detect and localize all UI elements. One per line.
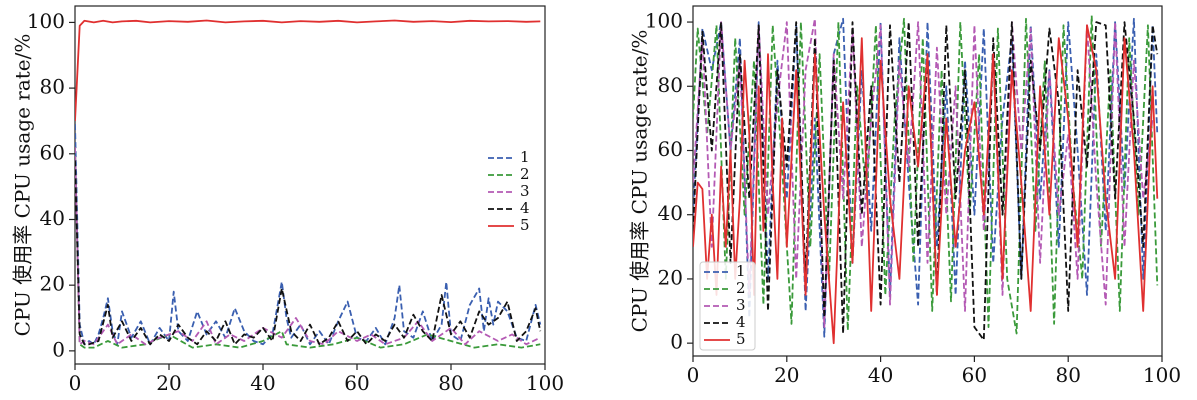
series-line-5 [75,19,541,122]
legend-label-4: 4 [520,199,530,217]
y-tick-label: 0 [670,330,683,354]
x-tick-label: 60 [344,371,369,395]
y-tick-label: 40 [658,201,683,225]
y-tick-label: 60 [658,137,683,161]
x-tick-label: 40 [250,371,275,395]
series-line-5 [693,24,1159,345]
y-tick-label: 100 [27,9,65,33]
y-tick-label: 40 [40,206,65,230]
y-tick-label: 20 [658,265,683,289]
x-tick-label: 80 [438,371,463,395]
y-tick-label: 60 [40,140,65,164]
legend-label-4: 4 [736,313,746,331]
x-tick-label: 20 [774,363,799,387]
legend-label-2: 2 [520,165,530,183]
legend-label-2: 2 [736,279,746,297]
right-y-axis-label: CPU 使用率 CPU usage rate/% [628,30,652,333]
legend-label-5: 5 [736,330,746,348]
x-tick-label: 100 [1143,363,1181,387]
legend-label-5: 5 [520,216,530,234]
series-line-2 [75,147,541,349]
x-tick-label: 40 [868,363,893,387]
legend-label-1: 1 [520,148,530,166]
x-tick-label: 20 [156,371,181,395]
series-line-3 [75,147,541,346]
x-tick-label: 0 [69,371,82,395]
right-chart: CPU 使用率 CPU usage rate/% 0 20 40 60 80 100 0 20… [628,5,1181,387]
y-tick-label: 80 [658,73,683,97]
x-tick-label: 80 [1055,363,1080,387]
y-tick-label: 80 [40,75,65,99]
x-tick-label: 0 [687,363,700,387]
series-line-1 [75,124,542,346]
series-line-4 [75,160,542,346]
legend-label-3: 3 [736,296,746,314]
left-chart: CPU 使用率 CPU usage rate/% 0 20 40 60 80 100 0 20… [11,5,564,395]
y-tick-label: 100 [645,9,683,33]
left-y-axis-label: CPU 使用率 CPU usage rate/% [11,34,35,337]
left-plot-frame [74,5,546,365]
legend-label-1: 1 [736,262,746,280]
y-tick-label: 0 [52,337,65,361]
y-tick-label: 20 [40,272,65,296]
x-tick-label: 60 [962,363,987,387]
series-line-3 [693,17,1154,329]
x-tick-label: 100 [526,371,564,395]
legend-label-3: 3 [520,182,530,200]
